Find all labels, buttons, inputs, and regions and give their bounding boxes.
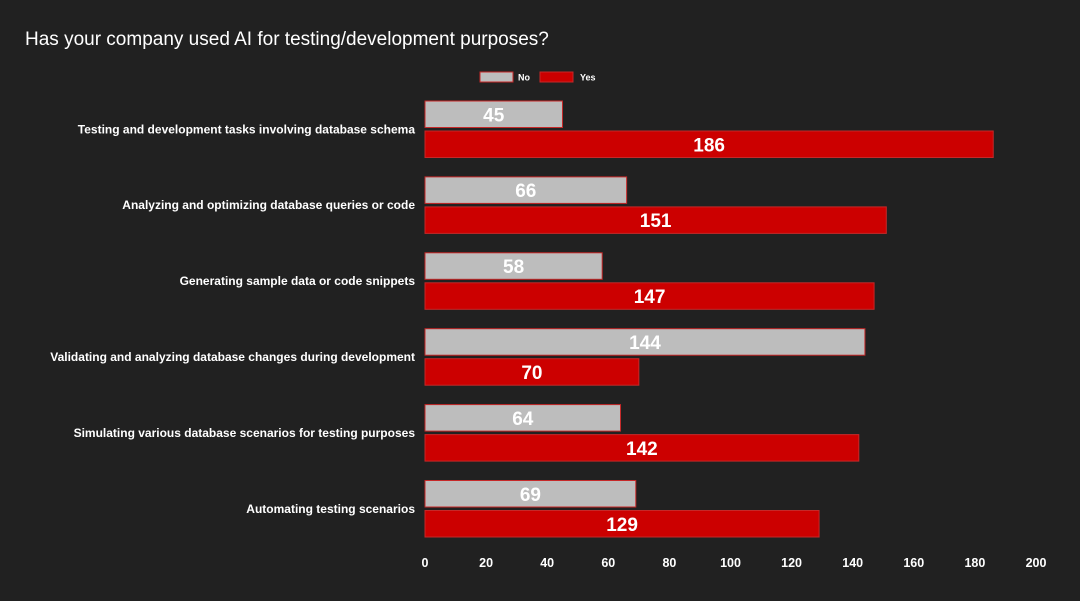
category-label: Simulating various database scenarios fo… [74,426,416,440]
bar-yes [424,130,994,158]
x-tick-label: 0 [422,556,429,570]
x-tick-label: 80 [662,556,676,570]
bar-yes [424,434,860,462]
category-label: Automating testing scenarios [246,502,415,516]
data-labels: 45 186 66 151 58 147 144 70 64 142 69 129 [483,105,725,536]
chart-legend: No Yes [479,71,596,83]
x-tick-label: 40 [540,556,554,570]
category-label: Testing and development tasks involving … [78,122,416,136]
bar-no [424,100,563,128]
x-tick-label: 60 [601,556,615,570]
bars [424,100,994,538]
bar-no [424,176,628,204]
data-label-yes: 129 [606,515,638,536]
x-tick-label: 120 [781,556,802,570]
x-tick-label: 140 [842,556,863,570]
data-label-no: 66 [515,181,536,202]
x-tick-label: 20 [479,556,493,570]
chart-title: Has your company used AI for testing/dev… [25,29,549,50]
data-label-yes: 147 [634,287,666,308]
bar-no [424,480,637,508]
x-tick-label: 180 [964,556,985,570]
bar-yes [424,282,875,310]
legend-label-yes: Yes [580,73,596,83]
data-label-no: 69 [520,485,541,506]
category-labels: Testing and development tasks involving … [50,122,415,516]
legend-swatch-no [479,71,514,83]
bar-no [424,328,866,356]
x-tick-label: 160 [903,556,924,570]
x-tick-label: 200 [1026,556,1047,570]
bar-no [424,404,622,432]
data-label-yes: 70 [521,363,542,384]
bar-yes [424,206,887,234]
data-label-no: 144 [629,333,661,354]
bar-no [424,252,603,280]
x-tick-label: 100 [720,556,741,570]
category-label: Validating and analyzing database change… [50,350,415,364]
legend-swatch-yes [539,71,574,83]
x-axis: 0 20 40 60 80 100 120 140 160 180 200 [422,556,1047,570]
data-label-yes: 186 [693,135,725,156]
data-label-no: 58 [503,257,524,278]
category-label: Analyzing and optimizing database querie… [122,198,415,212]
data-label-yes: 151 [640,211,672,232]
category-label: Generating sample data or code snippets [180,274,416,288]
bar-yes [424,358,640,386]
data-label-yes: 142 [626,439,658,460]
data-label-no: 64 [512,409,534,430]
legend-label-no: No [518,73,530,83]
bar-yes [424,510,820,538]
data-label-no: 45 [483,105,505,126]
